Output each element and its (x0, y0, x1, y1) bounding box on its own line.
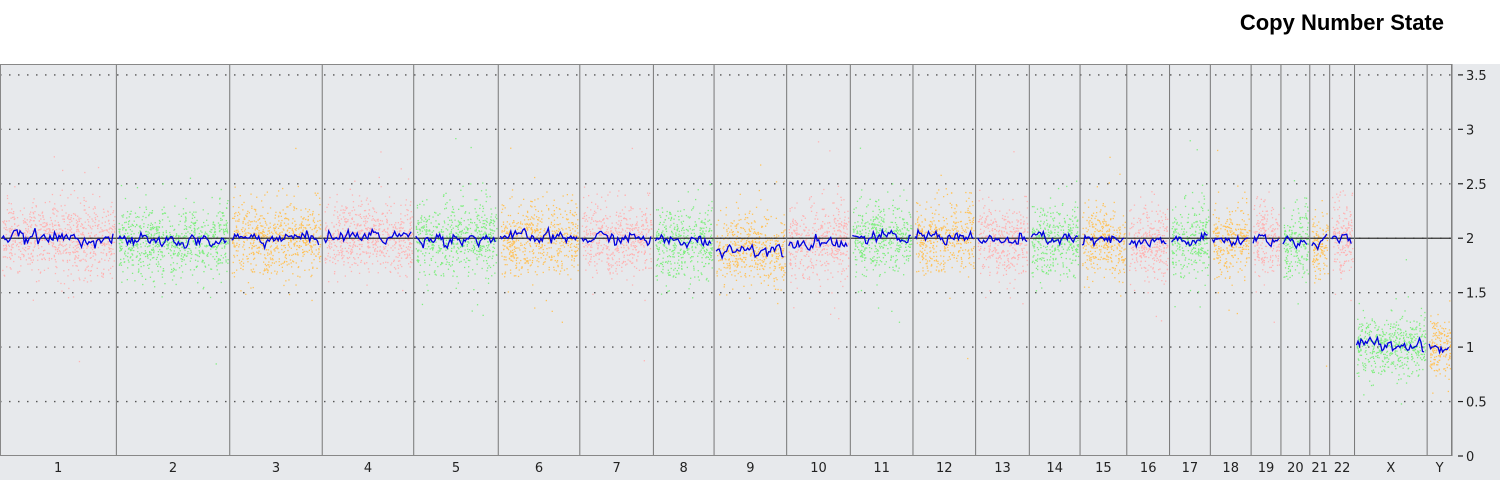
segment-line-21 (1311, 233, 1328, 252)
segment-line-X (1355, 335, 1425, 353)
segment-line-2 (117, 230, 227, 249)
segment-line-Y (1428, 343, 1450, 355)
chromosome-label: 11 (873, 461, 890, 476)
chromosome-label: 21 (1311, 461, 1328, 476)
chromosome-label: X (1386, 461, 1395, 476)
x-axis-labels: 1 2 3 4 5 6 7 8 9 10 11 12 13 14 15 16 17 18 19 20 21 22 X Y (54, 461, 1444, 476)
chromosome-points-13 (977, 151, 1029, 305)
chromosome-label: 15 (1095, 461, 1112, 476)
chromosome-points-17 (1171, 140, 1210, 308)
chromosome-label: 18 (1222, 461, 1239, 476)
segment-line-16 (1128, 236, 1167, 249)
chart-title: Copy Number State (1239, 10, 1444, 35)
y-tick-label: 1.5 (1466, 287, 1487, 302)
y-tick-label: 2 (1466, 232, 1474, 247)
chromosome-points-12 (915, 174, 975, 360)
chromosome-points-X (1356, 259, 1427, 405)
data-points (2, 138, 1452, 405)
segment-line-13 (977, 232, 1028, 245)
chromosome-label: Y (1435, 461, 1444, 476)
chromosome-points-2 (118, 177, 229, 365)
segment-line-14 (1030, 229, 1079, 247)
y-tick-label: 2.5 (1466, 178, 1487, 193)
chromosome-points-3 (231, 147, 322, 302)
chromosome-label: 9 (746, 461, 754, 476)
segment-line-17 (1171, 231, 1208, 247)
chromosome-label: 22 (1334, 461, 1351, 476)
segment-line-6 (499, 225, 578, 245)
chromosome-points-8 (655, 183, 714, 299)
segment-line-5 (415, 232, 496, 250)
y-tick-label: 0 (1466, 450, 1474, 465)
chromosome-label: 2 (169, 461, 177, 476)
chromosome-label: 13 (994, 461, 1011, 476)
segment-line-19 (1252, 233, 1280, 248)
chromosome-points-1 (2, 156, 116, 363)
chromosome-label: 8 (680, 461, 688, 476)
chromosome-label: 1 (54, 461, 62, 476)
y-axis: 3.5 3 2.5 2 1.5 1 0.5 0 (1451, 64, 1500, 465)
chromosome-label: 19 (1258, 461, 1275, 476)
segment-line-10 (788, 233, 848, 251)
chromosome-dividers (115, 64, 1428, 456)
segment-line-9 (715, 243, 784, 261)
chromosome-points-16 (1128, 191, 1169, 322)
segment-line-4 (323, 227, 412, 245)
segment-line-3 (231, 230, 320, 251)
segment-line-7 (581, 230, 652, 247)
chromosome-label: 17 (1182, 461, 1199, 476)
segment-line-15 (1081, 233, 1125, 248)
chromosome-points-15 (1082, 156, 1126, 297)
chromosome-label: 7 (612, 461, 620, 476)
segment-line-11 (852, 227, 911, 245)
chromosome-label: 10 (810, 461, 827, 476)
segment-line-8 (654, 233, 712, 250)
chromosome-points-9 (716, 164, 786, 305)
segment-lines (1, 225, 1450, 355)
segment-line-22 (1331, 233, 1352, 245)
segment-line-20 (1282, 235, 1308, 250)
chromosome-points-22 (1331, 190, 1354, 302)
chromosome-label: 3 (272, 461, 280, 476)
chromosome-label: 16 (1140, 461, 1157, 476)
chromosome-label: 20 (1287, 461, 1304, 476)
x-axis-band (0, 456, 1500, 480)
segment-line-18 (1211, 234, 1249, 248)
chromosome-label: 14 (1046, 461, 1063, 476)
segment-line-1 (1, 228, 114, 250)
y-tick-label: 0.5 (1466, 396, 1487, 411)
chromosome-label: 5 (452, 461, 460, 476)
segment-line-12 (914, 227, 974, 246)
y-tick-label: 3.5 (1466, 69, 1487, 84)
chromosome-points-20 (1283, 180, 1309, 305)
y-tick-label: 3 (1466, 123, 1474, 138)
y-tick-label: 1 (1466, 341, 1474, 356)
chromosome-label: 4 (364, 461, 372, 476)
chromosome-label: 12 (936, 461, 953, 476)
chromosome-label: 6 (535, 461, 543, 476)
